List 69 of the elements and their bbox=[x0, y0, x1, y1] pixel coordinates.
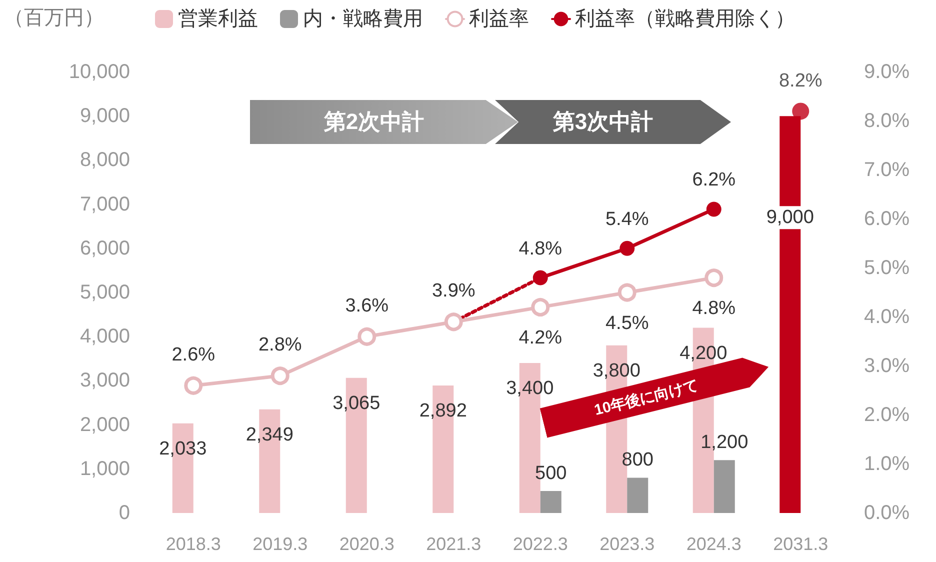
y-tick-label: 5,000 bbox=[80, 282, 130, 304]
y2-tick-label: 2.0% bbox=[864, 404, 910, 426]
point bbox=[184, 376, 203, 395]
data-label: 4.8% bbox=[692, 298, 736, 320]
point bbox=[620, 240, 635, 256]
data-label: 8.2% bbox=[778, 70, 822, 92]
annotation: 第3次中計 bbox=[552, 108, 654, 136]
y2-tick-label: 5.0% bbox=[864, 257, 910, 279]
point bbox=[706, 202, 722, 217]
y-axis-title: （百万円） bbox=[4, 7, 104, 29]
x-tick-label: 2018.3 bbox=[166, 534, 221, 554]
point bbox=[358, 327, 376, 346]
legend-label: 利益率 bbox=[469, 8, 529, 30]
point bbox=[618, 283, 636, 302]
data-label: 2,033 bbox=[159, 438, 207, 460]
y-tick-label: 2,000 bbox=[80, 414, 130, 436]
data-label: 2,892 bbox=[419, 400, 467, 422]
y-tick-label: 3,000 bbox=[80, 370, 130, 392]
data-label: 2.6% bbox=[172, 344, 216, 366]
y-tick-label: 7,000 bbox=[80, 193, 130, 216]
data-label: 4.5% bbox=[605, 312, 649, 334]
y-tick-label: 1,000 bbox=[80, 458, 130, 480]
y2-tick-label: 0.0% bbox=[864, 502, 910, 524]
point bbox=[704, 268, 724, 288]
x-tick-label: 2023.3 bbox=[600, 534, 655, 554]
data-label: 3,065 bbox=[332, 392, 380, 414]
x-tick-label: 2020.3 bbox=[339, 534, 394, 554]
bar bbox=[627, 478, 648, 513]
data-label: 5.4% bbox=[605, 208, 649, 230]
x-tick-label: 2031.3 bbox=[773, 534, 828, 554]
legend-label: 利益率（戦略費用除く） bbox=[575, 8, 795, 30]
x-tick-label: 2022.3 bbox=[512, 534, 568, 554]
data-label: 6.2% bbox=[692, 170, 736, 191]
y-tick-label: 8,000 bbox=[80, 149, 130, 172]
y-tick-label: 4,000 bbox=[80, 326, 130, 348]
data-label: 500 bbox=[535, 462, 567, 484]
y2-tick-label: 4.0% bbox=[864, 306, 910, 328]
y-tick-label: 6,000 bbox=[80, 237, 130, 260]
data-label: 3.9% bbox=[432, 280, 476, 302]
y2-tick-label: 7.0% bbox=[864, 159, 910, 181]
annotation: 第2次中計 bbox=[324, 108, 426, 136]
x-tick-label: 2019.3 bbox=[252, 534, 308, 554]
data-label: 3,800 bbox=[592, 360, 640, 382]
point bbox=[792, 102, 810, 120]
data-label: 2,349 bbox=[246, 424, 294, 446]
data-label: 3.6% bbox=[345, 295, 389, 316]
y2-tick-label: 6.0% bbox=[864, 208, 910, 230]
x-tick-label: 2021.3 bbox=[426, 534, 482, 554]
data-label: 4.8% bbox=[518, 238, 562, 260]
y2-tick-label: 3.0% bbox=[864, 355, 910, 377]
bar bbox=[540, 490, 562, 513]
point bbox=[270, 366, 290, 386]
point bbox=[532, 270, 548, 286]
point bbox=[444, 312, 463, 332]
x-tick-label: 2024.3 bbox=[686, 534, 742, 554]
data-label: 4.2% bbox=[518, 327, 562, 348]
legend-label: 内・戦略費用 bbox=[303, 8, 423, 30]
y-tick-label: 10,000 bbox=[68, 61, 130, 83]
legend-label: 営業利益 bbox=[178, 8, 258, 30]
data-label: 2.8% bbox=[258, 334, 302, 356]
y-tick-label: 9,000 bbox=[80, 105, 130, 128]
y2-tick-label: 9.0% bbox=[864, 61, 910, 83]
y-tick-label: 0 bbox=[118, 502, 130, 524]
data-label: 800 bbox=[622, 450, 654, 471]
bar bbox=[714, 460, 735, 513]
y2-tick-label: 1.0% bbox=[864, 453, 910, 475]
point bbox=[531, 298, 550, 316]
y2-tick-label: 8.0% bbox=[864, 110, 910, 132]
data-label: 9,000 bbox=[766, 207, 814, 228]
